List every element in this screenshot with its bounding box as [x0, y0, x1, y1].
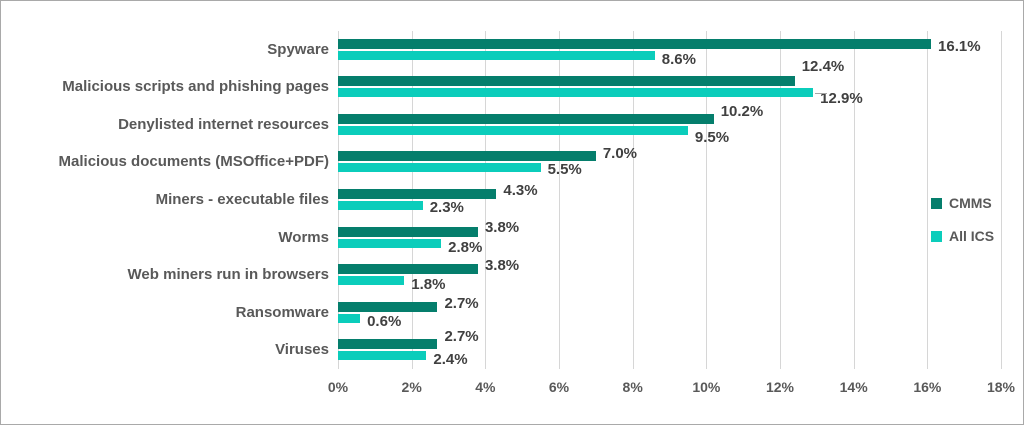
value-label: 1.8% — [411, 275, 446, 293]
value-label: 12.9% — [820, 89, 863, 107]
legend-item-cmms: CMMS — [931, 195, 992, 211]
bar-all-ics — [338, 88, 814, 98]
gridline — [706, 31, 708, 369]
gridline — [411, 31, 413, 369]
bar-cmms — [338, 189, 497, 199]
gridline — [632, 31, 634, 369]
gridline — [559, 31, 560, 369]
label-leader-line — [815, 93, 828, 94]
value-label: 5.5% — [547, 160, 582, 178]
value-label: 2.3% — [429, 198, 464, 216]
value-label: 2.7% — [444, 294, 479, 312]
gridline — [780, 31, 781, 369]
value-label: 10.2% — [720, 102, 764, 120]
x-tick-label: 4% — [475, 379, 496, 395]
bar-cmms — [338, 264, 478, 275]
bar-cmms — [338, 76, 795, 87]
legend-swatch — [931, 197, 942, 209]
bar-all-ics — [338, 276, 405, 286]
value-label: 3.8% — [484, 257, 520, 275]
bar-cmms — [338, 38, 932, 49]
value-label: 3.8% — [484, 218, 520, 236]
x-tick-label: 16% — [913, 379, 942, 395]
category-label: Denylisted internet resources — [118, 115, 329, 133]
category-label: Ransomware — [235, 303, 329, 321]
bar-all-ics — [338, 238, 442, 248]
bar-all-ics — [338, 50, 655, 60]
category-label: Viruses — [275, 341, 329, 359]
bar-all-ics — [338, 351, 427, 361]
value-label: 2.7% — [444, 328, 479, 346]
x-tick-label: 2% — [401, 379, 422, 395]
value-label: 2.4% — [433, 350, 468, 368]
bar-all-ics — [338, 125, 688, 135]
category-label: Spyware — [267, 40, 329, 58]
value-label: 12.4% — [801, 58, 845, 76]
bar-cmms — [338, 301, 438, 312]
legend-label: CMMS — [949, 195, 992, 211]
value-label: 0.6% — [367, 313, 402, 331]
legend-swatch — [931, 230, 942, 242]
gridline — [338, 31, 339, 369]
gridline — [927, 31, 929, 369]
bar-cmms — [338, 339, 438, 350]
gridline — [853, 31, 855, 369]
category-label: Web miners run in browsers — [127, 266, 329, 284]
bar-cmms — [338, 113, 714, 124]
x-tick-label: 10% — [692, 379, 721, 395]
gridline — [1001, 31, 1002, 369]
x-tick-label: 6% — [548, 379, 570, 395]
category-label: Worms — [278, 228, 329, 246]
value-label: 4.3% — [503, 182, 538, 199]
legend-label: All ICS — [949, 228, 995, 244]
x-tick-label: 14% — [839, 379, 868, 395]
x-tick-label: 0% — [327, 379, 349, 395]
x-tick-label: 18% — [986, 379, 1016, 395]
x-tick-label: 8% — [622, 379, 643, 395]
value-label: 16.1% — [938, 37, 981, 55]
value-label: 8.6% — [661, 51, 696, 69]
bar-all-ics — [338, 313, 361, 323]
category-label: Malicious documents (MSOffice+PDF) — [58, 153, 329, 171]
bar-cmms — [338, 226, 478, 237]
bar-all-ics — [338, 201, 423, 210]
value-label: 9.5% — [694, 129, 730, 147]
value-label: 7.0% — [602, 145, 638, 163]
category-label: Malicious scripts and phishing pages — [62, 78, 329, 96]
bar-cmms — [338, 151, 596, 162]
value-label: 2.8% — [448, 239, 483, 257]
bar-all-ics — [338, 163, 541, 173]
category-label: Miners - executable files — [155, 191, 329, 208]
legend-item-all-ics: All ICS — [931, 228, 994, 244]
x-tick-label: 12% — [765, 379, 795, 395]
gridline — [485, 31, 487, 369]
